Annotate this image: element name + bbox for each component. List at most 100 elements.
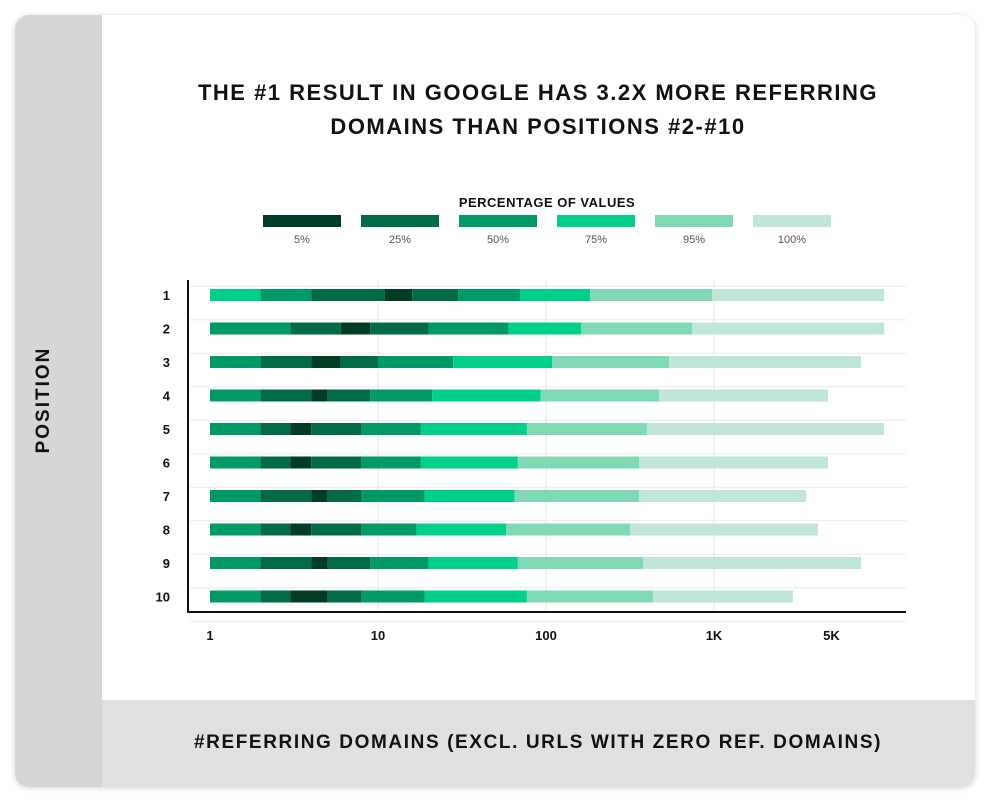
bar-segment-pos5-25pct [311,423,362,435]
x-tick-label: 1 [206,628,213,643]
bar-segment-pos3-25pct [340,356,378,368]
legend-label: 100% [778,234,806,246]
row-label-position-5: 5 [163,422,170,437]
bar-segment-pos3-50pct [210,356,261,368]
row-label-position-9: 9 [163,556,170,571]
bar-segment-pos8-25pct [311,523,362,536]
bar-segment-pos9-25pct [327,557,371,569]
bar-segment-pos10-50pct [210,590,261,603]
legend-swatch-25pct [361,215,439,227]
bar-segment-pos4-95pct [540,389,660,402]
bar-segment-pos1-25pct [412,289,459,301]
bar-segment-pos8-25pct [260,523,291,536]
bar-segment-pos7-25pct [260,490,312,502]
bar-segment-pos1-50pct [458,289,520,301]
bar-segment-pos1-75pct [519,289,591,301]
legend-title: PERCENTAGE OF VALUES [459,195,635,210]
bar-segment-pos5-75pct [420,423,527,435]
chart-title-line-1: THE #1 RESULT IN GOOGLE HAS 3.2X MORE RE… [197,80,879,105]
bar-segment-pos8-5pct [290,523,312,536]
legend-swatch-5pct [263,215,341,227]
bar-segment-pos7-50pct [210,490,261,502]
bar-segment-pos2-50pct [428,322,509,335]
bar-segment-pos8-50pct [210,523,261,536]
bar-segment-pos6-50pct [210,456,261,469]
bar-segment-pos9-5pct [311,557,328,569]
bar-segment-pos5-50pct [210,423,261,435]
bar-segment-pos6-25pct [260,456,291,469]
bar-segment-pos6-75pct [420,456,518,469]
bar-segment-pos3-100pct [669,356,862,368]
bar-segment-pos5-95pct [526,423,647,435]
bar-segment-pos6-25pct [311,456,362,469]
bar-segment-pos3-50pct [378,356,454,368]
bar-segment-pos4-50pct [210,389,261,402]
bar-segment-pos6-50pct [361,456,421,469]
chart-title: THE #1 RESULT IN GOOGLE HAS 3.2X MORE RE… [198,76,878,144]
row-label-position-10: 10 [156,590,170,605]
bar-segment-pos8-50pct [361,523,417,536]
bar-segment-pos7-95pct [514,490,640,502]
bar-segment-pos5-100pct [646,423,885,435]
bar-segment-pos1-75pct [210,289,261,301]
bar-segment-pos7-100pct [639,490,807,502]
bar-segment-pos10-5pct [290,590,328,603]
legend-label: 25% [389,234,411,246]
bar-segment-pos3-25pct [260,356,312,368]
bar-segment-pos10-100pct [652,590,793,603]
bar-segment-pos1-50pct [260,289,312,301]
bar-segment-pos10-50pct [361,590,425,603]
x-tick-label: 1K [706,628,723,643]
bar-segment-pos3-95pct [552,356,670,368]
bar-segment-pos4-25pct [260,389,312,402]
bar-segment-pos2-95pct [581,322,693,335]
bar-segment-pos7-5pct [311,490,328,502]
bar-segment-pos9-95pct [517,557,644,569]
row-label-position-7: 7 [163,489,170,504]
bar-segment-pos3-5pct [311,356,341,368]
bar-segment-pos9-50pct [210,557,261,569]
bar-segment-pos2-5pct [340,322,371,335]
bar-segment-pos8-95pct [506,523,630,536]
legend-label: 50% [487,234,509,246]
bar-segment-pos8-75pct [416,523,507,536]
row-label-position-1: 1 [163,288,170,303]
bar-segment-pos9-50pct [370,557,429,569]
bar-segment-pos9-100pct [643,557,862,569]
bar-segment-pos4-75pct [432,389,541,402]
bar-segment-pos10-25pct [327,590,362,603]
bar-segment-pos7-75pct [424,490,515,502]
row-label-position-6: 6 [163,456,170,471]
bar-segment-pos10-75pct [424,590,527,603]
bar-segment-pos5-5pct [290,423,312,435]
row-label-position-2: 2 [163,322,170,337]
legend-swatch-75pct [557,215,635,227]
bar-segment-pos6-100pct [639,456,828,469]
bar-segment-pos10-95pct [526,590,653,603]
bar-segment-pos5-50pct [361,423,421,435]
bar-segment-pos4-25pct [327,389,371,402]
legend-swatch-95pct [655,215,733,227]
bar-segment-pos4-5pct [311,389,328,402]
bar-segment-pos3-75pct [453,356,553,368]
x-tick-label: 5K [823,628,840,643]
legend-swatch-100pct [753,215,831,227]
x-tick-label: 10 [371,628,385,643]
bar-segment-pos2-25pct [370,322,429,335]
bar-segment-pos2-25pct [290,322,341,335]
legend-swatch-50pct [459,215,537,227]
bar-segment-pos5-25pct [260,423,291,435]
row-label-position-8: 8 [163,523,170,538]
bar-segment-pos1-100pct [712,289,885,301]
legend-label: 75% [585,234,607,246]
legend-label: 5% [294,234,310,246]
bar-segment-pos1-95pct [590,289,713,301]
bar-segment-pos4-50pct [370,389,433,402]
bar-segment-pos7-25pct [327,490,362,502]
bar-segment-pos2-100pct [692,322,885,335]
row-label-position-3: 3 [163,355,170,370]
bar-segment-pos9-75pct [428,557,518,569]
legend-label: 95% [683,234,705,246]
row-label-position-4: 4 [163,389,171,404]
